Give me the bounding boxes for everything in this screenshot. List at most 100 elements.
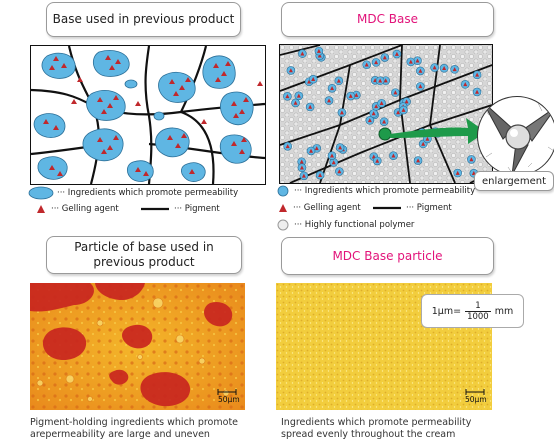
gelling-particle	[354, 92, 359, 97]
gelling-particle	[394, 51, 399, 56]
gelling-particle	[463, 82, 468, 87]
gelling-particle	[415, 58, 420, 63]
gelling-particle	[317, 53, 322, 58]
gelling-particle	[331, 160, 336, 165]
mdc-pigment-lines	[280, 45, 492, 183]
gelling-particle	[364, 62, 369, 67]
gelling-particle	[421, 141, 426, 146]
gelling-particle	[401, 107, 406, 112]
caption-mdc: Ingredients which promote permeability s…	[281, 417, 491, 441]
gelling-particle	[336, 78, 341, 83]
gelling-particle	[375, 158, 380, 163]
previous-base-diagram	[30, 45, 266, 185]
mdc-base-title: MDC Base	[281, 2, 494, 37]
gelling-particle	[455, 170, 460, 175]
mdc-pigment-legend-icon	[373, 206, 401, 210]
particle-mdc-title-text: MDC Base particle	[332, 248, 443, 263]
legend-prev-pigment-text: ··· Pigment	[174, 204, 220, 214]
mdc-base-title-text: MDC Base	[356, 12, 418, 26]
gelling-particle	[391, 153, 396, 158]
particle-mdc-title: MDC Base particle	[281, 237, 494, 275]
gelling-particle	[475, 72, 480, 77]
gelling-particle	[348, 93, 353, 98]
gelling-particle	[475, 89, 480, 94]
gelling-particle	[432, 65, 437, 70]
gelling-particle	[339, 110, 344, 115]
particle-previous-title: Particle of base used in previous produc…	[46, 236, 242, 274]
triangle-legend-icon	[37, 205, 45, 213]
gelling-particle	[378, 78, 383, 83]
scale-label-mdc: 50μm	[465, 395, 487, 404]
mdc-blob-legend-icon	[277, 185, 289, 197]
unit-denominator: 1000	[465, 310, 491, 322]
gelling-triangles	[43, 55, 263, 176]
enlargement-circle	[477, 96, 554, 176]
gelling-particle	[452, 67, 457, 72]
gelling-particle	[442, 66, 447, 71]
gelling-particle	[316, 48, 321, 53]
gelling-particle	[308, 104, 313, 109]
particle-previous-image: 50μm	[30, 283, 245, 410]
legend-mdc-gelling: ··· Gelling agent	[278, 203, 361, 213]
gelling-particle	[469, 157, 474, 162]
scale-label-prev: 50μm	[218, 395, 240, 404]
droplets	[36, 297, 230, 402]
gelling-particle	[383, 78, 388, 83]
legend-prev-permeability: ··· Ingredients which promote permeabili…	[28, 186, 238, 200]
legend-prev-pigment: ··· Pigment	[140, 204, 220, 214]
gelling-particle	[318, 172, 323, 177]
gelling-particle	[299, 159, 304, 164]
gelling-particle	[311, 77, 316, 82]
previous-base-title: Base used in previous product	[46, 2, 241, 37]
gelling-particle	[416, 158, 421, 163]
enlargement-label-text: enlargement	[482, 175, 546, 187]
particle-previous-title-text: Particle of base used in previous produc…	[74, 240, 214, 269]
gelling-particle	[337, 169, 342, 174]
gelling-particle	[293, 100, 298, 105]
enlargement-label: enlargement	[474, 171, 554, 191]
permeability-blobs	[33, 50, 254, 182]
legend-mdc-pigment-text: ··· Pigment	[406, 203, 452, 213]
gelling-particle	[379, 101, 384, 106]
enlargement-arrow	[378, 118, 486, 144]
legend-mdc-pigment: ··· Pigment	[372, 203, 452, 213]
gelling-particle	[309, 148, 314, 153]
pigment-clusters	[30, 283, 233, 407]
gelling-particle	[329, 153, 334, 158]
gelling-particle	[396, 110, 401, 115]
pigment-legend-icon	[141, 207, 169, 211]
gelling-particle	[408, 59, 413, 64]
unit-numerator: 1	[475, 300, 481, 311]
legend-mdc-polymer-text: ··· Highly functional polymer	[294, 220, 415, 230]
mdc-triangle-legend-icon	[279, 204, 287, 212]
legend-prev-gelling: ··· Gelling agent	[36, 204, 119, 214]
gelling-particle	[300, 51, 305, 56]
gelling-particle	[371, 111, 376, 116]
gelling-particle	[418, 84, 423, 89]
gelling-particle	[330, 86, 335, 91]
legend-mdc-polymer: ··· Highly functional polymer	[277, 219, 414, 231]
previous-base-title-text: Base used in previous product	[52, 12, 235, 26]
gelling-particle	[393, 90, 398, 95]
caption-previous-text: Pigment-holding ingredients which promot…	[30, 417, 239, 440]
legend-mdc-gelling-text: ··· Gelling agent	[293, 203, 361, 213]
gelling-particle	[301, 173, 306, 178]
previous-base-drawing	[31, 46, 265, 184]
gelling-particle	[404, 99, 409, 104]
polymer-closeup-icon	[482, 101, 554, 175]
caption-mdc-text: Ingredients which promote permeability s…	[281, 417, 472, 440]
gelling-particle	[327, 98, 332, 103]
unit-fraction: 1 1000	[465, 301, 491, 322]
blob-legend-icon	[28, 186, 54, 200]
previous-micrograph	[30, 283, 245, 410]
gelling-particle	[285, 144, 290, 149]
caption-previous: Pigment-holding ingredients which promot…	[30, 417, 255, 441]
gelling-particle	[425, 136, 430, 141]
unit-prefix: 1μm=	[431, 305, 462, 317]
legend-mdc-permeability-text: ··· Ingredients which promote permeabili…	[294, 186, 476, 196]
gelling-particle	[314, 146, 319, 151]
gelling-particle	[338, 145, 343, 150]
unit-suffix: mm	[494, 305, 514, 317]
legend-prev-gelling-text: ··· Gelling agent	[51, 204, 119, 214]
gelling-particle	[418, 68, 423, 73]
